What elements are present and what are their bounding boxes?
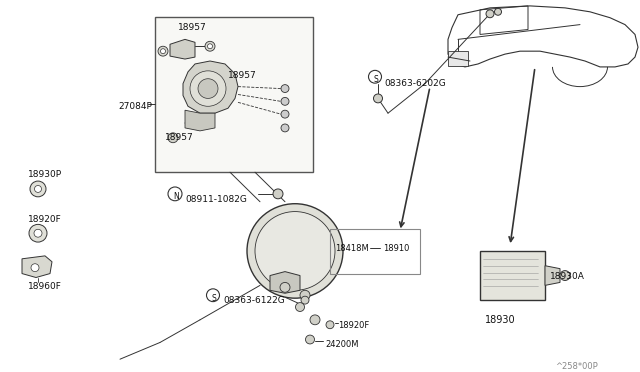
Polygon shape — [545, 266, 560, 285]
Polygon shape — [22, 256, 52, 278]
Circle shape — [326, 321, 334, 329]
Circle shape — [190, 71, 226, 106]
Circle shape — [30, 181, 46, 197]
Text: 18418M: 18418M — [335, 244, 369, 253]
Text: 18930P: 18930P — [28, 170, 62, 179]
Text: 18920F: 18920F — [28, 215, 61, 224]
Text: 08363-6202G: 08363-6202G — [384, 79, 445, 88]
Polygon shape — [170, 39, 195, 59]
Circle shape — [158, 46, 168, 56]
Text: 24200M: 24200M — [325, 340, 358, 349]
Circle shape — [31, 264, 39, 272]
Circle shape — [161, 49, 166, 54]
Circle shape — [207, 44, 212, 49]
Text: 18930: 18930 — [485, 315, 516, 325]
Text: 18930A: 18930A — [550, 272, 585, 280]
Circle shape — [301, 296, 309, 304]
Text: 18957: 18957 — [228, 71, 257, 80]
Bar — [480, 251, 545, 300]
Text: 18957: 18957 — [165, 133, 194, 142]
Circle shape — [300, 290, 310, 300]
Text: 18910: 18910 — [383, 244, 410, 253]
Circle shape — [168, 187, 182, 201]
Circle shape — [35, 186, 42, 192]
Circle shape — [205, 41, 215, 51]
Text: 18957: 18957 — [178, 23, 207, 32]
Text: S: S — [212, 294, 216, 303]
Text: 27084P: 27084P — [118, 102, 152, 111]
Circle shape — [281, 85, 289, 93]
Polygon shape — [183, 61, 238, 113]
Circle shape — [198, 79, 218, 99]
Text: N: N — [173, 192, 179, 201]
Circle shape — [273, 189, 283, 199]
Circle shape — [374, 94, 383, 103]
Circle shape — [207, 289, 220, 302]
Circle shape — [296, 302, 305, 311]
Circle shape — [281, 110, 289, 118]
Circle shape — [34, 229, 42, 237]
Text: 08363-6122G: 08363-6122G — [223, 296, 285, 305]
Circle shape — [29, 224, 47, 242]
Circle shape — [281, 124, 289, 132]
Circle shape — [310, 315, 320, 325]
Circle shape — [280, 282, 290, 292]
Circle shape — [247, 204, 343, 298]
Circle shape — [305, 335, 314, 344]
Polygon shape — [185, 110, 215, 131]
Bar — [155, 17, 313, 172]
Text: S: S — [374, 75, 378, 84]
Bar — [330, 229, 420, 273]
Circle shape — [369, 70, 381, 83]
Bar — [448, 51, 468, 66]
Circle shape — [486, 10, 494, 18]
Circle shape — [495, 8, 502, 15]
Text: 18920F: 18920F — [338, 321, 369, 330]
Circle shape — [281, 97, 289, 105]
Text: 18960F: 18960F — [28, 282, 62, 291]
Circle shape — [560, 270, 570, 280]
Circle shape — [168, 133, 178, 143]
Text: ^258*00P: ^258*00P — [555, 362, 598, 371]
Polygon shape — [270, 272, 300, 293]
Text: 08911-1082G: 08911-1082G — [185, 195, 247, 204]
Circle shape — [255, 212, 335, 290]
